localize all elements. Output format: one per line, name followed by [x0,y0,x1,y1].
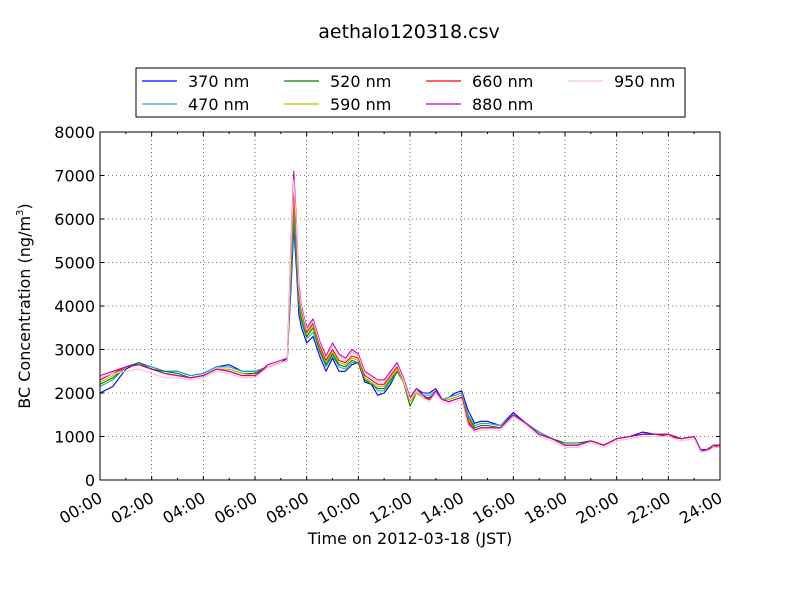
y-tick-label: 3000 [54,341,95,360]
y-tick-label: 0 [85,471,95,490]
y-tick-label: 4000 [54,297,95,316]
y-tick-label: 2000 [54,384,95,403]
legend-label: 370 nm [188,72,249,91]
legend: 370 nm 470 nm 520 nm 590 nm 660 nm 880 nm 950 … [135,67,686,118]
y-tick-label: 7000 [54,167,95,186]
legend-label: 520 nm [330,72,391,91]
legend-item: 880 nm [426,95,533,114]
legend-item: 370 nm [142,72,249,91]
y-tick-label: 1000 [54,428,95,447]
legend-item: 590 nm [284,95,391,114]
legend-label: 950 nm [614,72,675,91]
series-line-880-nm [99,170,720,451]
legend-item: 520 nm [284,72,391,91]
grid [100,132,720,480]
y-tick-label: 8000 [54,123,95,142]
y-tick-label: 6000 [54,210,95,229]
y-axis-label-superscript: 3 [15,210,26,216]
legend-item: 470 nm [142,95,249,114]
legend-label: 880 nm [472,95,533,114]
plot-frame [99,131,721,481]
y-tick-labels: 0 1000 2000 3000 4000 5000 6000 7000 8000 [54,123,95,490]
data-series [99,170,721,453]
y-axis-label-close: ) [15,203,34,209]
legend-label: 660 nm [472,72,533,91]
legend-item: 950 nm [568,72,675,91]
legend-box [135,67,686,118]
chart-title: aethalo120318.csv [318,21,500,43]
y-tick-label: 5000 [54,254,95,273]
legend-label: 470 nm [188,95,249,114]
y-axis-label: BC Concentration (ng/m3) [15,203,34,408]
series-line-950-nm [99,179,720,453]
y-axis-label-main: BC Concentration (ng/m [15,216,34,409]
legend-item: 660 nm [426,72,533,91]
x-axis-label: Time on 2012-03-18 (JST) [307,529,512,548]
legend-label: 590 nm [330,95,391,114]
